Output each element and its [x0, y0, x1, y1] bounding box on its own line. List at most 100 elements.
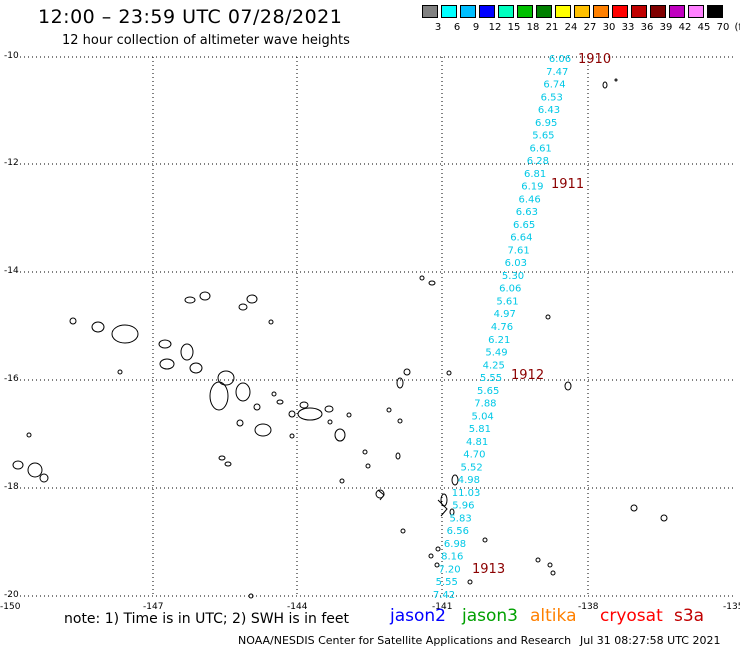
island-outline — [271, 391, 277, 397]
scale-label: 33 — [621, 22, 635, 33]
island-outline — [238, 303, 248, 311]
island-outline — [268, 319, 274, 325]
island-outline — [158, 339, 172, 349]
island-outline — [545, 314, 551, 320]
island-outline — [547, 562, 553, 568]
latitude-label: -20 — [4, 590, 19, 600]
swh-value-label: 6.06 — [499, 284, 521, 295]
island-outline — [535, 557, 541, 563]
island-outline — [386, 407, 392, 413]
latitude-label: -12 — [4, 158, 19, 168]
altimeter-track: 6.067.476.746.536.436.955.656.616.286.81… — [433, 54, 571, 601]
scale-label: 39 — [659, 22, 673, 33]
scale-swatch — [441, 5, 457, 18]
longitude-label: -144 — [287, 602, 308, 612]
island-outline — [299, 401, 309, 409]
island-outline — [395, 452, 401, 460]
island-outline — [111, 324, 139, 344]
mission-s3a: s3a — [674, 606, 705, 626]
swh-value-label: 6.74 — [543, 80, 565, 91]
island-outline — [159, 358, 175, 370]
island-outline — [276, 399, 284, 405]
scale-label: 3 — [434, 22, 442, 33]
swh-value-label: 7.88 — [474, 399, 496, 410]
swh-value-label: 5.61 — [496, 296, 518, 307]
island-outline — [435, 546, 441, 552]
island-outline — [217, 370, 235, 386]
swh-value-label: 7.42 — [433, 590, 455, 601]
island-outline — [449, 508, 455, 516]
swh-value-label: 6.46 — [518, 194, 540, 205]
scale-unit: (ft) — [734, 22, 740, 33]
island-outline — [180, 343, 194, 361]
island-outline — [400, 528, 406, 534]
mission-altika: altika — [530, 606, 577, 626]
island-outline — [362, 449, 368, 455]
scale-label: 36 — [640, 22, 654, 33]
island-outline — [377, 489, 385, 501]
scale-swatch — [555, 5, 571, 18]
longitude-label: -141 — [432, 602, 453, 612]
island-outline — [630, 504, 638, 512]
graticule — [20, 56, 735, 597]
swh-value-label: 4.70 — [463, 450, 485, 461]
island-outline — [346, 412, 352, 418]
scale-swatch — [574, 5, 590, 18]
island-outline — [253, 403, 261, 411]
island-outline — [375, 489, 385, 499]
island-outline — [288, 410, 296, 418]
scale-swatch — [631, 5, 647, 18]
swh-value-label: 8.16 — [441, 552, 463, 563]
island-outline — [224, 461, 232, 467]
island-outline — [254, 423, 272, 437]
scale-label: 6 — [453, 22, 461, 33]
swh-value-label: 11.03 — [452, 488, 481, 499]
island-outline — [297, 407, 323, 421]
scale-label: 30 — [602, 22, 616, 33]
island-outline — [660, 514, 668, 522]
scale-swatch — [707, 5, 723, 18]
island-outline — [184, 296, 196, 304]
swh-value-label: 6.95 — [535, 118, 557, 129]
swh-value-label: 7.47 — [546, 67, 568, 78]
swh-value-label: 6.98 — [444, 539, 466, 550]
latitude-label: -18 — [4, 482, 19, 492]
swh-value-label: 6.43 — [538, 105, 560, 116]
island-outline — [91, 321, 105, 333]
swh-value-label: 4.76 — [491, 322, 513, 333]
island-outline — [446, 370, 452, 376]
swh-value-label: 5.30 — [502, 271, 524, 282]
footer-credit: NOAA/NESDIS Center for Satellite Applica… — [238, 634, 572, 647]
island-outline — [246, 294, 258, 304]
scale-label: 21 — [545, 22, 559, 33]
island-outlines — [12, 78, 668, 599]
scale-label: 15 — [507, 22, 521, 33]
footer-timestamp: Jul 31 08:27:58 UTC 2021 — [580, 634, 721, 647]
swh-value-label: 4.25 — [483, 360, 505, 371]
scale-label: 18 — [526, 22, 540, 33]
island-outline — [482, 537, 488, 543]
mission-jason2: jason2 — [390, 606, 446, 626]
latitude-label: -10 — [4, 51, 19, 61]
swh-value-label: 4.97 — [494, 309, 516, 320]
scale-swatch — [650, 5, 666, 18]
island-outline — [428, 280, 436, 286]
latitude-label: -16 — [4, 374, 19, 384]
island-outline — [189, 362, 203, 374]
map-subtitle: 12 hour collection of altimeter wave hei… — [62, 33, 350, 48]
island-outline — [26, 432, 32, 438]
island-outline — [451, 474, 459, 486]
scale-label: 45 — [697, 22, 711, 33]
swh-value-label: 6.21 — [488, 335, 510, 346]
island-outline — [403, 368, 411, 376]
swh-value-label: 5.55 — [480, 373, 502, 384]
swh-value-label: 5.55 — [436, 577, 458, 588]
island-outline — [39, 473, 49, 483]
scale-label: 42 — [678, 22, 692, 33]
island-outline — [69, 317, 77, 325]
scale-swatch — [593, 5, 609, 18]
island-outline — [467, 579, 473, 585]
island-outline — [324, 405, 334, 413]
swh-value-label: 6.53 — [541, 92, 563, 103]
